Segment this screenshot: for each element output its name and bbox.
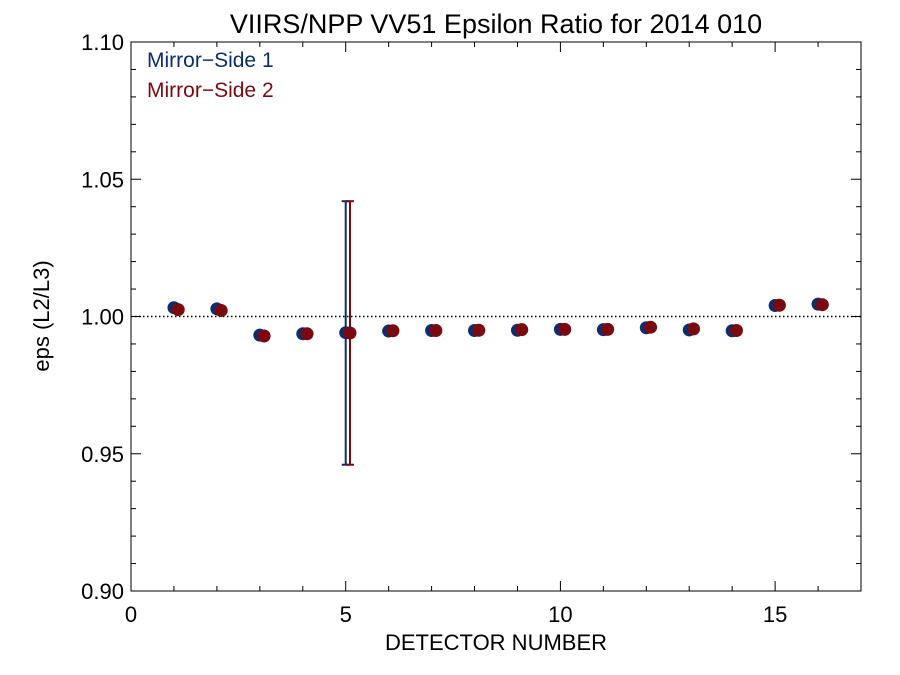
- data-point-series-2: [729, 323, 743, 337]
- y-tick-label: 1.05: [81, 167, 124, 192]
- x-tick-label: 0: [125, 602, 137, 627]
- legend-entry-mirror-side-1: Mirror−Side 1: [147, 49, 274, 72]
- legend: Mirror−Side 1 Mirror−Side 2: [147, 49, 274, 102]
- legend-entry-mirror-side-2: Mirror−Side 2: [147, 79, 274, 102]
- data-point-series-2: [472, 323, 486, 337]
- data-point-series-2: [171, 303, 185, 317]
- data-point-series-2: [429, 323, 443, 337]
- data-point-series-2: [644, 320, 658, 334]
- x-tick-label: 15: [763, 602, 787, 627]
- data-point-series-2: [257, 329, 271, 343]
- y-tick-label: 0.90: [81, 579, 124, 604]
- data-point-series-2: [214, 303, 228, 317]
- data-point-series-2: [687, 322, 701, 336]
- data-point-series-2: [558, 322, 572, 336]
- x-tick-label: 10: [548, 602, 572, 627]
- x-tick-label: 5: [340, 602, 352, 627]
- chart-title: VIIRS/NPP VV51 Epsilon Ratio for 2014 01…: [230, 9, 762, 39]
- data-point-series-2: [815, 298, 829, 312]
- axes: 0 5 10 15 0.90 0.95 1.00 1.05 1.10: [81, 30, 862, 627]
- y-tick-label: 1.00: [81, 305, 124, 330]
- data-point-series-2: [601, 322, 615, 336]
- data-point-series-2: [300, 327, 314, 341]
- data-points: [167, 200, 829, 466]
- y-axis-label: eps (L2/L3): [29, 260, 54, 371]
- data-point-series-2: [772, 298, 786, 312]
- x-axis-label: DETECTOR NUMBER: [385, 630, 607, 655]
- data-point-series-2: [386, 324, 400, 338]
- y-tick-label: 1.10: [81, 30, 124, 55]
- data-point-series-2: [343, 326, 357, 340]
- data-point-series-2: [515, 323, 529, 337]
- y-tick-label: 0.95: [81, 442, 124, 467]
